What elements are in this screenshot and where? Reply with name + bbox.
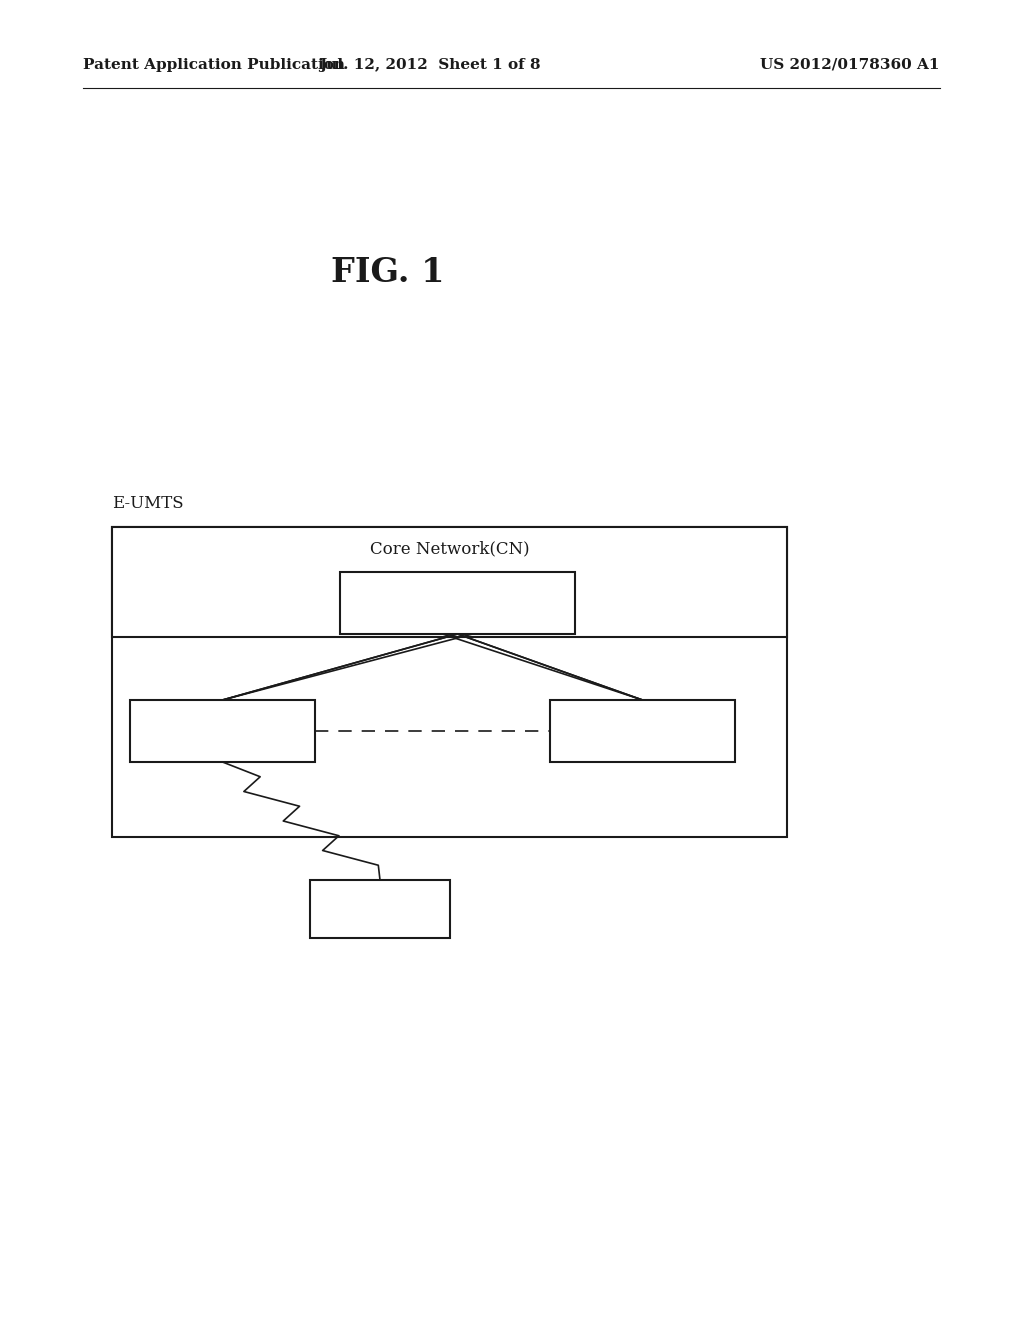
Text: eNode B: eNode B bbox=[609, 723, 676, 738]
Text: E-UMTS: E-UMTS bbox=[112, 495, 183, 512]
Text: Patent Application Publication: Patent Application Publication bbox=[83, 58, 345, 73]
Bar bbox=[310, 880, 450, 939]
Text: Access Gateway(AG): Access Gateway(AG) bbox=[378, 595, 538, 610]
Bar bbox=[112, 527, 787, 837]
Text: Core Network(CN): Core Network(CN) bbox=[370, 540, 529, 557]
Bar bbox=[550, 700, 735, 762]
Text: Jul. 12, 2012  Sheet 1 of 8: Jul. 12, 2012 Sheet 1 of 8 bbox=[319, 58, 541, 73]
Bar bbox=[130, 700, 315, 762]
Text: UE: UE bbox=[368, 902, 392, 916]
Text: eNode B: eNode B bbox=[189, 723, 256, 738]
Text: US 2012/0178360 A1: US 2012/0178360 A1 bbox=[761, 58, 940, 73]
Text: FIG. 1: FIG. 1 bbox=[331, 256, 444, 289]
Bar bbox=[112, 527, 787, 638]
Bar bbox=[340, 572, 575, 634]
